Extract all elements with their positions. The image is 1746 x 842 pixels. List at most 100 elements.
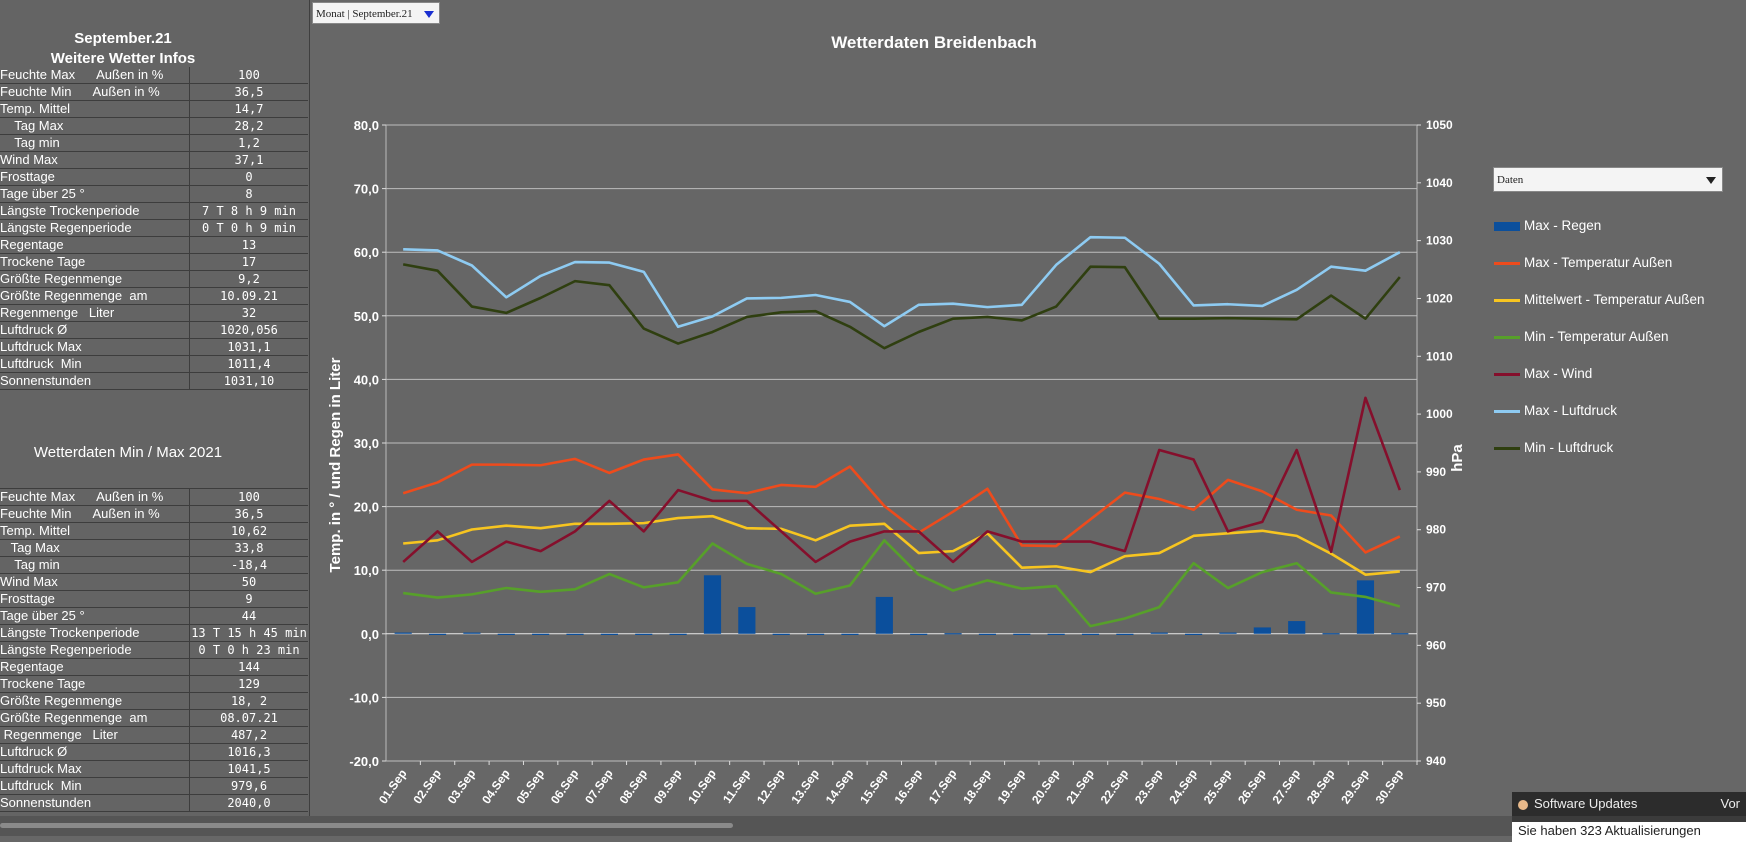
rain-bar (1219, 633, 1236, 634)
notification-header: Software Updates Vor (1512, 792, 1746, 816)
y-axis-label: Temp. in ° / und Regen in Liter (327, 357, 344, 572)
x-tick-label: 28.Sep (1304, 767, 1338, 807)
rain-bar (876, 597, 893, 634)
x-tick-label: 25.Sep (1201, 767, 1235, 807)
y-tick-label: 40,0 (354, 372, 379, 387)
x-tick-label: 05.Sep (513, 767, 547, 807)
y2-tick-label: 1050 (1426, 118, 1453, 132)
legend-swatch (1494, 447, 1520, 450)
y2-tick-label: 1000 (1426, 407, 1453, 421)
x-tick-label: 02.Sep (410, 767, 444, 807)
legend-swatch (1494, 222, 1520, 231)
x-tick-label: 26.Sep (1235, 767, 1269, 807)
horizontal-scrollbar[interactable] (0, 823, 733, 828)
x-tick-label: 09.Sep (651, 767, 685, 807)
legend-swatch (1494, 410, 1520, 413)
x-tick-label: 06.Sep (548, 767, 582, 807)
updates-icon (1518, 800, 1528, 810)
rain-bar (738, 607, 755, 634)
x-tick-label: 10.Sep (685, 767, 719, 807)
chart-svg: Temp. in ° / und Regen in Liter hPa 80,0… (0, 0, 1746, 816)
x-tick-label: 13.Sep (788, 767, 822, 807)
x-tick-label: 24.Sep (1166, 767, 1200, 807)
x-tick-label: 20.Sep (1029, 767, 1063, 807)
rain-bar (532, 634, 549, 635)
x-tick-label: 11.Sep (720, 767, 753, 806)
y-tick-label: 70,0 (354, 182, 379, 197)
rain-bar (910, 634, 927, 635)
y-tick-label: 10,0 (354, 563, 379, 578)
x-tick-label: 29.Sep (1338, 767, 1372, 807)
rain-bar (841, 634, 858, 635)
legend-label: Min - Luftdruck (1524, 438, 1613, 458)
y2-tick-label: 1040 (1426, 176, 1453, 190)
rain-bar (1254, 627, 1271, 633)
rain-bar (704, 575, 721, 634)
rain-bar (395, 633, 412, 634)
rain-bar (1185, 634, 1202, 635)
rain-bar (1048, 634, 1065, 635)
legend-swatch (1494, 373, 1520, 376)
x-tick-label: 17.Sep (926, 767, 960, 807)
legend-label: Min - Temperatur Außen (1524, 327, 1669, 347)
software-updates-notification[interactable]: Software Updates Vor Sie haben 323 Aktua… (1512, 792, 1746, 836)
legend-label: Max - Temperatur Außen (1524, 253, 1672, 273)
y-tick-label: -10,0 (349, 690, 379, 705)
rain-bar (498, 634, 515, 635)
rain-bar (1013, 634, 1030, 635)
x-tick-label: 01.Sep (376, 767, 410, 807)
legend-swatch (1494, 299, 1520, 302)
y-tick-label: 80,0 (354, 118, 379, 133)
legend-label: Max - Regen (1524, 216, 1601, 236)
rain-bar (944, 633, 961, 634)
x-tick-label: 15.Sep (857, 767, 891, 807)
x-tick-label: 04.Sep (479, 767, 513, 807)
x-tick-label: 23.Sep (1132, 767, 1166, 807)
chevron-down-icon (1706, 177, 1716, 184)
rain-bar (807, 634, 824, 635)
legend-swatch (1494, 336, 1520, 339)
legend-label: Max - Wind (1524, 364, 1592, 384)
rain-bar (1082, 634, 1099, 635)
x-tick-label: 18.Sep (960, 767, 994, 807)
x-tick-label: 12.Sep (754, 767, 788, 807)
x-tick-label: 07.Sep (582, 767, 616, 807)
y2-tick-label: 990 (1426, 465, 1446, 479)
x-tick-label: 16.Sep (891, 767, 925, 807)
x-tick-label: 22.Sep (1098, 767, 1132, 807)
y-tick-label: -20,0 (349, 754, 379, 769)
data-select-value: Daten (1497, 174, 1523, 186)
rain-bar (601, 634, 618, 635)
x-tick-label: 30.Sep (1373, 767, 1407, 807)
rain-bar (463, 633, 480, 634)
y-tick-label: 20,0 (354, 500, 379, 515)
x-tick-label: 08.Sep (617, 767, 651, 807)
y-tick-label: 60,0 (354, 245, 379, 260)
y2-axis-label: hPa (1449, 444, 1466, 472)
rain-bar (773, 634, 790, 635)
x-tick-label: 27.Sep (1270, 767, 1304, 807)
rain-bar (670, 634, 687, 635)
y2-tick-label: 970 (1426, 581, 1446, 595)
rain-bar (979, 634, 996, 635)
legend-swatch (1494, 262, 1520, 265)
y2-tick-label: 980 (1426, 523, 1446, 537)
rain-bar (1288, 621, 1305, 634)
y2-tick-label: 960 (1426, 638, 1446, 652)
rain-bar (1151, 633, 1168, 634)
x-tick-label: 03.Sep (445, 767, 479, 807)
legend-label: Mittelwert - Temperatur Außen (1524, 290, 1705, 310)
rain-bar (429, 634, 446, 635)
y-tick-label: 30,0 (354, 436, 379, 451)
data-select[interactable]: Daten (1493, 167, 1723, 192)
notification-vor: Vor (1720, 792, 1740, 816)
rain-bar (1116, 634, 1133, 635)
y-tick-label: 0,0 (361, 627, 379, 642)
rain-bar (635, 634, 652, 635)
notification-title: Software Updates (1534, 796, 1637, 811)
rain-bar (1391, 633, 1408, 634)
notification-message: Sie haben 323 Aktualisierungen (1512, 822, 1746, 842)
rain-bar (566, 634, 583, 635)
rain-bar (1357, 580, 1374, 633)
y2-tick-label: 1010 (1426, 349, 1453, 363)
